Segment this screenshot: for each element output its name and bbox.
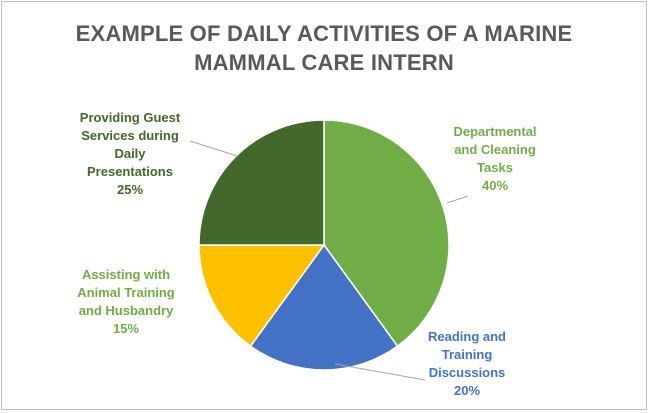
- data-label-value-1: 20%: [454, 383, 480, 398]
- leader-line-1: [334, 363, 426, 381]
- data-label-1: Reading and Training Discussions 20%: [428, 329, 506, 398]
- leader-line-3: [189, 140, 238, 157]
- chart-title-line-1: EXAMPLE OF DAILY ACTIVITIES OF A MARINE: [75, 21, 573, 46]
- data-label-text-3: Daily: [114, 146, 146, 161]
- data-label-text-3: Services during: [81, 128, 179, 143]
- data-label-text-2: and Husbandry: [79, 303, 174, 318]
- pie-slice-2: [198, 244, 326, 348]
- data-label-value-3: 25%: [117, 182, 143, 197]
- data-label-value-0: 40%: [482, 178, 508, 193]
- data-label-text-3: Presentations: [87, 164, 173, 179]
- data-label-2: Assisting with Animal Training and Husband…: [77, 267, 175, 336]
- leader-line-0: [446, 195, 469, 204]
- data-label-text-1: Reading and: [428, 329, 506, 344]
- data-label-text-2: Animal Training: [77, 285, 175, 300]
- data-label-3: Providing Guest Services during Daily Prese…: [80, 110, 181, 197]
- data-label-text-1: Training: [442, 347, 493, 362]
- pie-slice-1: [249, 243, 399, 371]
- data-label-text-2: Assisting with: [82, 267, 170, 282]
- data-label-text-1: Discussions: [429, 365, 506, 380]
- pie-slice-3: [198, 119, 325, 246]
- data-label-value-2: 15%: [113, 321, 139, 336]
- chart-title-line-2: MAMMAL CARE INTERN: [194, 50, 454, 75]
- data-label-text-0: and Cleaning: [454, 142, 536, 157]
- data-label-text-0: Tasks: [477, 160, 513, 175]
- data-label-text-0: Departmental: [453, 124, 536, 139]
- data-label-0: Departmental and Cleaning Tasks 40%: [453, 124, 536, 193]
- pie-slice-0: [323, 119, 450, 348]
- data-label-text-3: Providing Guest: [80, 110, 181, 125]
